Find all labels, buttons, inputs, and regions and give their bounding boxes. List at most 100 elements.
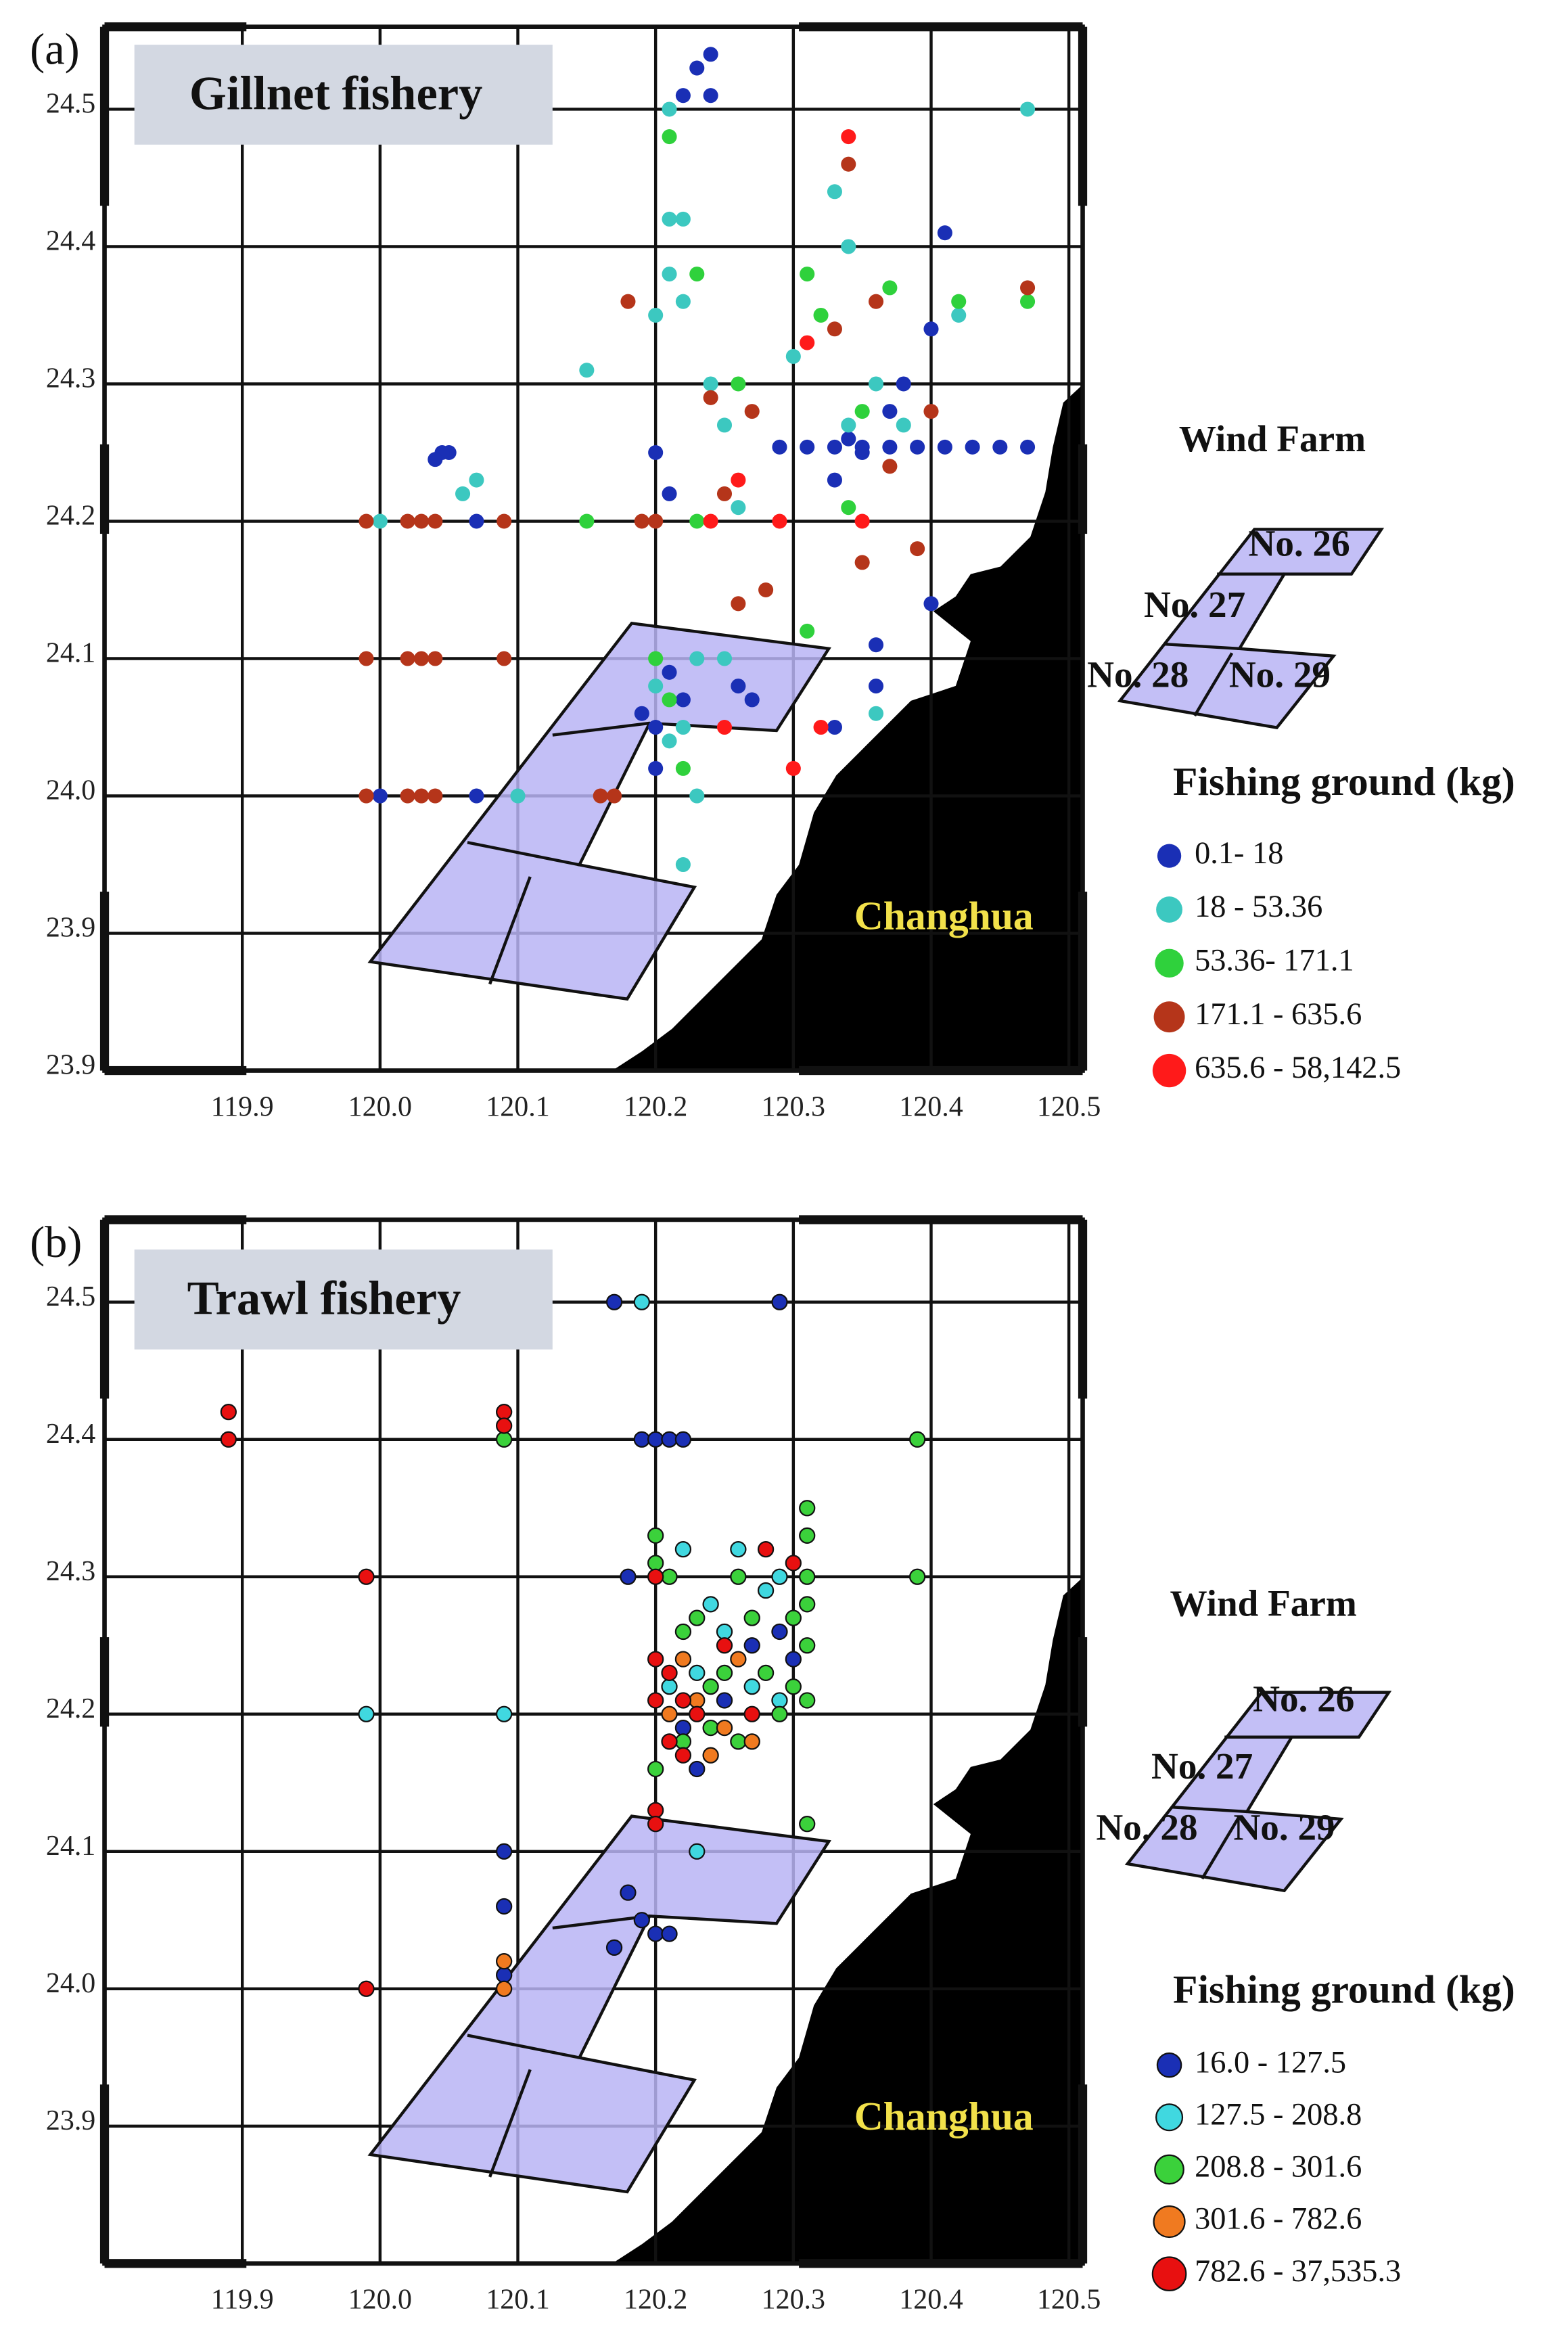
fishing-point (662, 101, 677, 117)
fishing-point (744, 404, 760, 419)
fishing-point (689, 1705, 706, 1722)
fishing-point (674, 1651, 692, 1668)
fishing-point (413, 788, 429, 804)
fishing-point (675, 88, 691, 104)
fishing-point (689, 267, 705, 282)
y-tick-label: 24.1 (46, 1831, 95, 1862)
frame-segment (1078, 444, 1088, 534)
fishing-point (841, 500, 856, 515)
fishing-point (896, 376, 911, 392)
fishing-point (813, 719, 829, 735)
fishing-point (854, 555, 870, 570)
fishing-point (813, 307, 829, 323)
frame-segment (99, 1219, 110, 1399)
fishing-point (661, 1568, 678, 1585)
legend-label: 18 - 53.36 (1195, 890, 1322, 924)
panel-label: (a) (30, 25, 79, 74)
fishing-point (647, 1802, 664, 1818)
fishing-point (496, 1843, 513, 1860)
fishing-point (675, 760, 691, 776)
fishing-point (455, 486, 471, 501)
fishing-point (647, 1431, 664, 1448)
fishing-point (661, 1664, 678, 1681)
fishing-point (648, 679, 664, 694)
fishing-point (647, 1527, 664, 1544)
fishing-point (633, 1912, 650, 1929)
fishing-point (896, 417, 911, 433)
fishing-point (689, 651, 705, 666)
fishing-point (510, 788, 526, 804)
fishing-point (497, 651, 512, 666)
fishing-point (359, 513, 374, 529)
legend-marker (1153, 1001, 1185, 1033)
y-tick-label: 23.9 (46, 2105, 95, 2136)
fishing-point (772, 439, 787, 455)
fishing-point (1020, 280, 1036, 296)
y-tick-label: 24.4 (46, 1419, 95, 1450)
fishing-point (661, 1925, 678, 1942)
frame-segment (1078, 26, 1088, 206)
legend-marker (1156, 896, 1182, 923)
zone-label: No. 26 (1253, 1678, 1354, 1720)
fishing-point (827, 184, 842, 200)
fishing-point (428, 513, 443, 529)
fishing-point (785, 1678, 802, 1695)
fishing-point (689, 60, 705, 76)
fishing-point (827, 472, 842, 488)
fishing-point (702, 1747, 719, 1764)
legend-label: 635.6 - 58,142.5 (1195, 1051, 1401, 1085)
fishing-point (633, 1293, 650, 1310)
legend-marker (1154, 2154, 1184, 2185)
x-tick-label: 120.2 (624, 1091, 687, 1122)
fishing-point (703, 390, 718, 405)
fishing-point (827, 719, 842, 735)
fishing-point (757, 1664, 775, 1681)
fishing-point (799, 1692, 816, 1709)
wind-farm-label: Wind Farm (1170, 1583, 1356, 1624)
fishing-point (496, 1705, 513, 1722)
fishing-point (647, 1925, 664, 1942)
fishing-point (689, 1664, 706, 1681)
fishing-point (800, 439, 815, 455)
frame-segment (99, 1637, 110, 1727)
fishing-point (496, 1898, 513, 1915)
y-tick-label: 24.4 (46, 226, 95, 257)
fishing-point (703, 88, 718, 104)
fishing-point (771, 1568, 788, 1585)
legend-title: Fishing ground (kg) (1173, 759, 1515, 804)
fishing-point (400, 651, 415, 666)
fishing-point (800, 335, 815, 350)
fishing-point (703, 513, 718, 529)
x-tick-label: 120.3 (762, 2285, 825, 2316)
fishing-point (372, 513, 388, 529)
fishing-point (799, 1500, 816, 1517)
fishing-point (633, 1431, 650, 1448)
fishing-point (743, 1609, 760, 1626)
fishing-point (908, 1568, 926, 1585)
legend-label: 782.6 - 37,535.3 (1195, 2254, 1401, 2289)
fishing-point (743, 1705, 760, 1722)
fishing-point (689, 1760, 706, 1778)
frame-segment (1078, 1219, 1088, 1399)
fishing-point (662, 692, 677, 708)
frame-segment (104, 1065, 247, 1076)
fishing-point (910, 439, 925, 455)
y-tick-label: 24.5 (46, 1281, 95, 1312)
fishing-point (841, 129, 856, 145)
legend-label: 0.1- 18 (1195, 836, 1283, 871)
fishing-point (757, 1582, 775, 1599)
fishing-point (674, 1431, 692, 1448)
fishing-point (605, 1293, 623, 1310)
fishing-point (854, 439, 870, 455)
y-tick-label: 24.2 (46, 1693, 95, 1724)
place-label: Changhua (854, 894, 1034, 938)
legend-marker (1157, 844, 1182, 868)
frame-segment (799, 2259, 1083, 2268)
y-tick-label: 24.2 (46, 501, 95, 532)
fishing-point (882, 404, 898, 419)
fishing-point (730, 1541, 747, 1558)
fishing-point (634, 513, 649, 529)
fishing-point (359, 788, 374, 804)
fishing-point (743, 1637, 760, 1654)
fishing-point (607, 788, 622, 804)
